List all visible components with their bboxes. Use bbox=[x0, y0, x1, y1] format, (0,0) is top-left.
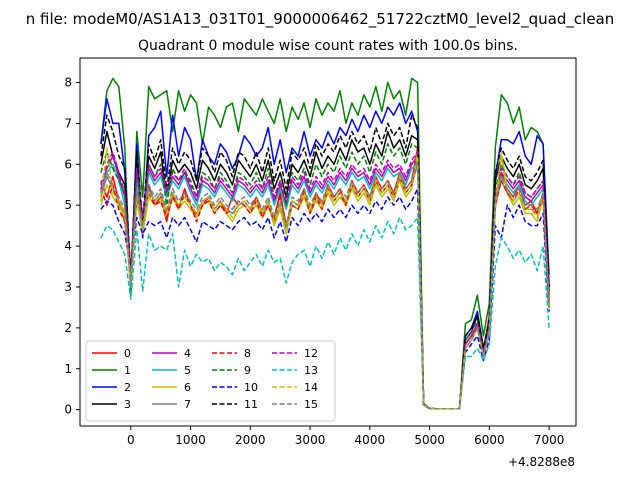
legend-label: 13 bbox=[304, 364, 318, 377]
legend-box bbox=[85, 340, 336, 422]
chart-title: Quadrant 0 module wise count rates with … bbox=[138, 38, 518, 54]
y-tick-label: 0 bbox=[64, 403, 72, 417]
x-tick-label: 2000 bbox=[235, 433, 266, 447]
legend-label: 4 bbox=[184, 347, 191, 360]
plot-lines bbox=[100, 77, 550, 410]
series-line-2 bbox=[100, 98, 550, 410]
legend-label: 12 bbox=[304, 347, 318, 360]
x-tick-label: 0 bbox=[127, 433, 135, 447]
series-line-9 bbox=[100, 143, 550, 410]
file-header: n file: modeM0/AS1A13_031T01_9000006462_… bbox=[26, 10, 615, 29]
legend-label: 3 bbox=[124, 398, 131, 411]
x-tick-label: 7000 bbox=[534, 433, 565, 447]
legend-label: 15 bbox=[304, 398, 318, 411]
series-line-13 bbox=[100, 216, 550, 410]
legend-label: 7 bbox=[184, 398, 191, 411]
x-tick-label: 6000 bbox=[474, 433, 505, 447]
series-line-10 bbox=[100, 188, 550, 410]
y-tick-label: 8 bbox=[64, 76, 72, 90]
legend-label: 11 bbox=[244, 398, 258, 411]
y-tick-label: 4 bbox=[64, 239, 72, 253]
x-tick-label: 5000 bbox=[414, 433, 445, 447]
legend-label: 1 bbox=[124, 364, 131, 377]
x-tick-label: 4000 bbox=[355, 433, 386, 447]
y-tick-label: 5 bbox=[64, 198, 72, 212]
series-line-14 bbox=[100, 147, 550, 410]
legend-label: 2 bbox=[124, 381, 131, 394]
legend-label: 6 bbox=[184, 381, 191, 394]
y-tick-label: 2 bbox=[64, 321, 72, 335]
y-tick-label: 7 bbox=[64, 116, 72, 130]
y-tick-label: 3 bbox=[64, 280, 72, 294]
y-tick-label: 1 bbox=[64, 362, 72, 376]
legend-label: 0 bbox=[124, 347, 131, 360]
legend-label: 8 bbox=[244, 347, 251, 360]
series-line-3 bbox=[100, 130, 550, 410]
series-line-1 bbox=[100, 77, 550, 410]
series-line-12 bbox=[100, 151, 550, 410]
legend-label: 5 bbox=[184, 364, 191, 377]
series-line-8 bbox=[100, 155, 550, 410]
series-line-4 bbox=[100, 155, 550, 410]
legend-label: 14 bbox=[304, 381, 318, 394]
y-tick-label: 6 bbox=[64, 157, 72, 171]
legend-label: 9 bbox=[244, 364, 251, 377]
legend-label: 10 bbox=[244, 381, 258, 394]
x-offset-label: +4.8288e8 bbox=[508, 455, 575, 469]
x-tick-label: 3000 bbox=[295, 433, 326, 447]
x-tick-label: 1000 bbox=[175, 433, 206, 447]
plot-frame bbox=[79, 57, 577, 427]
series-line-11 bbox=[100, 114, 550, 410]
